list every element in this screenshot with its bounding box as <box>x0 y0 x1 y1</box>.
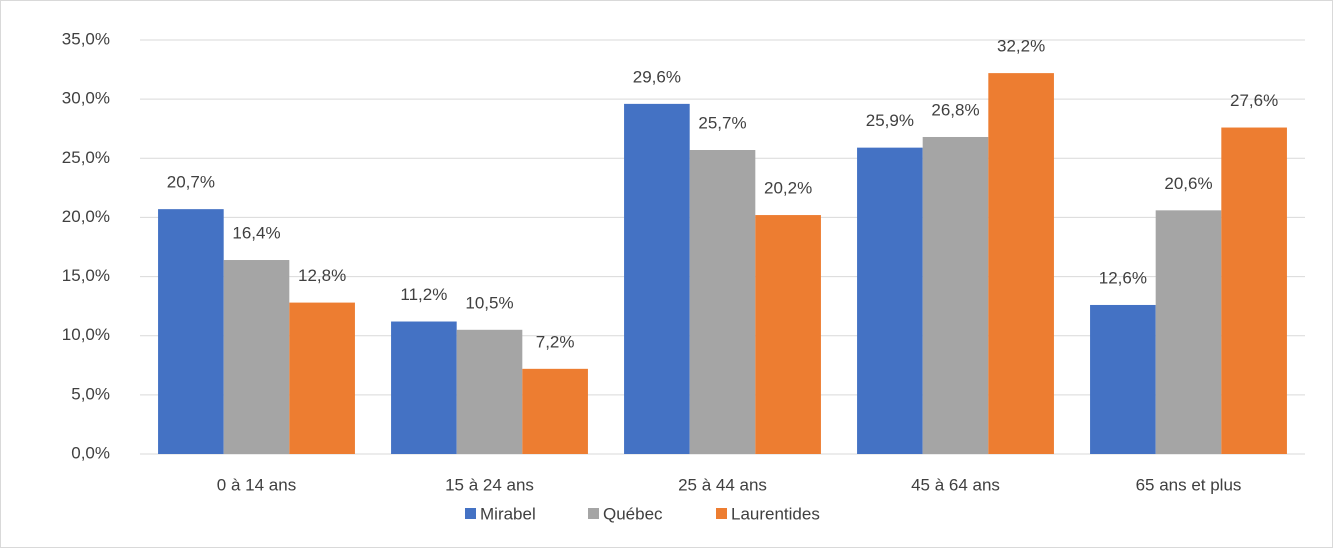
y-tick-label: 20,0% <box>62 207 110 226</box>
data-label: 26,8% <box>931 100 979 119</box>
x-tick-label: 0 à 14 ans <box>217 475 296 494</box>
bar <box>289 302 355 454</box>
bar <box>624 103 690 455</box>
bar <box>158 209 224 454</box>
data-label: 11,2% <box>400 285 447 304</box>
x-tick-label: 45 à 64 ans <box>911 475 1000 494</box>
data-label: 20,2% <box>764 179 812 198</box>
legend-label: Mirabel <box>480 504 536 523</box>
data-label: 25,7% <box>698 113 746 132</box>
bar <box>522 368 588 454</box>
data-label: 10,5% <box>465 293 513 312</box>
data-label: 29,6% <box>633 67 681 86</box>
bar <box>755 215 821 454</box>
y-tick-label: 15,0% <box>62 266 110 285</box>
data-label: 27,6% <box>1230 91 1278 110</box>
y-tick-label: 5,0% <box>71 384 110 403</box>
legend-label: Québec <box>603 504 663 523</box>
y-tick-label: 25,0% <box>62 148 110 167</box>
bar <box>689 150 756 454</box>
y-tick-label: 0,0% <box>71 443 110 462</box>
legend-swatch <box>465 508 476 519</box>
bar <box>391 321 457 454</box>
x-tick-label: 65 ans et plus <box>1136 475 1242 494</box>
y-tick-label: 30,0% <box>62 89 110 108</box>
data-label: 32,2% <box>997 37 1045 56</box>
bar <box>1155 210 1222 454</box>
x-tick-label: 15 à 24 ans <box>445 475 534 494</box>
legend-swatch <box>588 508 599 519</box>
data-label: 20,6% <box>1164 174 1212 193</box>
bar <box>857 147 923 454</box>
data-label: 25,9% <box>866 111 914 130</box>
data-label: 12,8% <box>298 266 346 285</box>
bar <box>456 329 523 454</box>
bar <box>223 260 290 454</box>
bar <box>1090 304 1156 454</box>
x-tick-label: 25 à 44 ans <box>678 475 767 494</box>
y-tick-label: 35,0% <box>62 29 110 48</box>
bar <box>1221 127 1287 454</box>
y-tick-label: 10,0% <box>62 325 110 344</box>
data-label: 16,4% <box>232 223 280 242</box>
legend-swatch <box>716 508 727 519</box>
legend-label: Laurentides <box>731 504 820 523</box>
bar <box>922 136 989 454</box>
data-label: 12,6% <box>1099 268 1147 287</box>
data-label: 20,7% <box>167 173 215 192</box>
bar <box>988 73 1054 455</box>
data-label: 7,2% <box>536 332 575 351</box>
